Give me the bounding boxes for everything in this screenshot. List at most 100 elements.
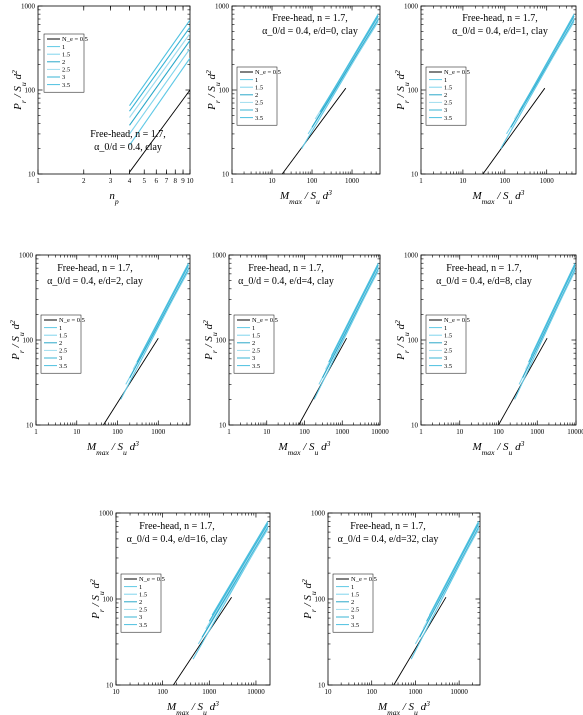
x-tick-label: 100 <box>493 428 504 436</box>
annotation: Free-head, n = 1.7, α_0/d = 0.4, e/d=8, c… <box>436 263 532 287</box>
x-tick-label: 10 <box>459 177 467 185</box>
y-tick-label: 100 <box>408 87 419 95</box>
legend-label: N_e = 0.5 <box>252 317 278 324</box>
legend-label: 3.5 <box>139 622 147 629</box>
series-group <box>281 13 379 174</box>
legend: N_e = 0.511.522.533.5 <box>120 573 165 633</box>
x-tick-label: 10000 <box>450 688 468 696</box>
series-group <box>103 262 189 425</box>
series-line-0_5 <box>103 337 159 425</box>
x-tick-label: 10 <box>187 177 195 185</box>
series-line-0_5 <box>129 89 190 173</box>
legend-box <box>120 573 162 633</box>
series-group <box>129 19 190 173</box>
legend-label: 1 <box>62 44 65 51</box>
x-axis-label: Mmax / Su d3 <box>377 699 430 715</box>
annotation-line: Free-head, n = 1.7, <box>248 263 324 274</box>
plot-frame <box>35 254 191 426</box>
legend-label: 2 <box>139 599 142 606</box>
legend-label: 3.5 <box>444 363 452 370</box>
chart-panel-7: 10 100 1000 10000 10 100 1000 Mmax / Su d3 Pr / … <box>88 510 271 715</box>
x-tick-label: 1 <box>419 428 423 436</box>
legend-label: 2 <box>444 92 447 99</box>
annotation: Free-head, n = 1.7, α_0/d = 0.4, e/d=0, c… <box>262 13 358 37</box>
x-tick-label: 9 <box>181 177 185 185</box>
legend-label: 3.5 <box>62 82 70 89</box>
legend-label: 1.5 <box>59 332 67 339</box>
legend: N_e = 0.511.522.533.5 <box>40 314 85 374</box>
legend-label: 1 <box>252 325 255 332</box>
series-line-3 <box>208 523 269 622</box>
x-tick-label: 100 <box>307 177 318 185</box>
series-line-2 <box>201 526 269 638</box>
series-line-3_5 <box>530 262 576 357</box>
plot-frame <box>228 254 381 426</box>
legend-label: N_e = 0.5 <box>444 69 470 76</box>
x-tick-label: 8 <box>174 177 178 185</box>
y-tick-label: 100 <box>103 596 114 604</box>
y-axis-label: Pr / Su d2 <box>8 320 26 361</box>
series-line-3_5 <box>522 13 575 106</box>
x-tick-label: 1000 <box>202 688 217 696</box>
chart-panel-8: 10 100 1000 10000 10 100 1000 Mmax / Su d3 Pr / … <box>300 510 481 715</box>
legend: N_e = 0.511.522.533.5 <box>43 33 88 93</box>
y-tick-label: 10 <box>28 171 36 179</box>
series-line-2 <box>522 267 576 378</box>
minor-ticks <box>36 255 190 425</box>
series-line-2 <box>129 40 190 126</box>
series-line-2_5 <box>205 525 269 630</box>
legend-label: N_e = 0.5 <box>59 317 85 324</box>
y-tick-label: 100 <box>219 87 230 95</box>
x-tick-label: 10 <box>113 688 121 696</box>
x-tick-label: 1 <box>36 177 40 185</box>
x-axis-label: Mmax / Su d3 <box>472 188 525 206</box>
y-axis-label: Pr / Su d2 <box>300 579 318 620</box>
series-line-2_5 <box>129 33 190 118</box>
annotation: Free-head, n = 1.7, α_0/d = 0.4, e/d=32, … <box>338 521 439 545</box>
legend-label: 2.5 <box>59 348 67 355</box>
y-tick-label: 100 <box>408 337 419 345</box>
y-axis-label: Pr / Su d2 <box>393 70 411 111</box>
legend-box <box>236 66 278 126</box>
x-tick-label: 10000 <box>247 688 265 696</box>
annotation: Free-head, n = 1.7, α_0/d = 0.4, e/d=4, c… <box>238 263 334 287</box>
legend-label: 1.5 <box>444 84 452 91</box>
legend-label: 3 <box>444 355 447 362</box>
x-tick-label: 1000 <box>335 428 350 436</box>
legend-label: 3 <box>59 355 62 362</box>
y-tick-label: 10 <box>106 682 114 690</box>
legend: N_e = 0.511.522.533.5 <box>425 314 470 374</box>
annotation-line: α_0/d = 0.4, e/d=0, clay <box>262 26 358 37</box>
legend-label: 1.5 <box>255 84 263 91</box>
legend: N_e = 0.511.522.533.5 <box>236 66 281 126</box>
minor-ticks <box>229 255 380 425</box>
x-tick-label: 10000 <box>371 428 389 436</box>
annotation-line: α_0/d = 0.4, e/d=1, clay <box>452 26 548 37</box>
x-tick-label: 1000 <box>345 177 360 185</box>
y-tick-label: 1000 <box>215 3 230 11</box>
series-line-3_5 <box>129 19 190 107</box>
legend-label: 3 <box>444 107 447 114</box>
annotation-line: α_0/d = 0.4, e/d=32, clay <box>338 534 439 545</box>
x-tick-label: 2 <box>82 177 86 185</box>
series-line-1_5 <box>129 48 190 135</box>
legend-label: 2.5 <box>351 607 359 614</box>
legend-label: 2 <box>351 599 354 606</box>
x-tick-label: 1000 <box>540 177 555 185</box>
y-tick-label: 10 <box>222 171 230 179</box>
annotation: Free-head, n = 1.7, α_0/d = 0.4, e/d=1, c… <box>452 13 548 37</box>
annotation-line: Free-head, n = 1.7, <box>350 521 426 532</box>
annotation-line: α_0/d = 0.4, e/d=2, clay <box>47 276 143 287</box>
x-axis-label: Mmax / Su d3 <box>278 439 331 457</box>
legend-label: 2 <box>252 340 255 347</box>
legend-label: 1 <box>59 325 62 332</box>
legend-label: 2 <box>62 59 65 66</box>
legend-label: 1 <box>444 325 447 332</box>
legend-box <box>233 314 275 374</box>
legend-label: 1.5 <box>351 591 359 598</box>
x-tick-label: 4 <box>128 177 132 185</box>
legend-label: 3.5 <box>444 115 452 122</box>
annotation: Free-head, n = 1.7, α_0/d = 0.4, e/d=2, c… <box>47 263 143 287</box>
legend-label: 2.5 <box>139 607 147 614</box>
